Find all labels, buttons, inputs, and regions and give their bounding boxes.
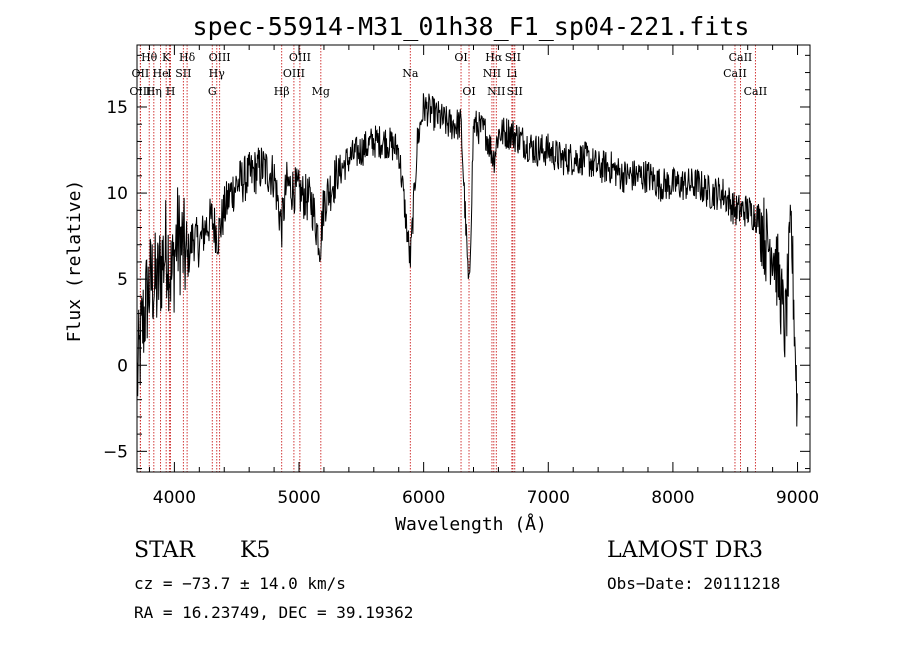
spectral-line-label: He bbox=[153, 67, 169, 80]
spectral-line-label: Hβ bbox=[274, 85, 290, 98]
spectral-line-label: Li bbox=[506, 67, 517, 80]
x-tick-label: 6000 bbox=[402, 488, 445, 508]
y-tick-label: 5 bbox=[117, 270, 128, 290]
y-tick-label: 15 bbox=[106, 98, 128, 118]
chart-title: spec-55914-M31_01h38_F1_sp04-221.fits bbox=[193, 12, 750, 41]
series-layer bbox=[136, 93, 798, 427]
spectral-line-label: Hα bbox=[485, 51, 503, 64]
y-axis-label: Flux (relative) bbox=[64, 180, 85, 343]
subclass-label: K5 bbox=[240, 538, 271, 563]
spectral-line-label: I bbox=[167, 67, 171, 80]
spectral-line-label: Hη bbox=[146, 85, 162, 98]
y-tick-label: 10 bbox=[106, 184, 128, 204]
spectral-line-label: OI bbox=[454, 51, 467, 64]
x-tick-label: 9000 bbox=[776, 488, 819, 508]
y-axis-ticks: −5 0 5 10 15 bbox=[103, 54, 810, 470]
spectral-line-label: G bbox=[208, 85, 217, 98]
spectral-line-label: CaII bbox=[744, 85, 768, 98]
spectral-line-label: NII bbox=[483, 67, 501, 80]
spectral-line-label: Hδ bbox=[179, 51, 196, 64]
x-tick-label: 8000 bbox=[651, 488, 694, 508]
spectral-line-label: OI bbox=[462, 85, 475, 98]
survey-label: LAMOST DR3 bbox=[607, 538, 763, 563]
spectral-line-label: OII bbox=[132, 67, 150, 80]
spectral-line-label: SII bbox=[507, 85, 523, 98]
spectral-line-label: SII bbox=[175, 67, 191, 80]
spectral-line-label: K bbox=[162, 51, 171, 64]
obs-date-text: Obs−Date: 20111218 bbox=[607, 574, 781, 593]
plot-frame bbox=[136, 44, 811, 473]
spectral-line-label: OIII bbox=[209, 51, 231, 64]
flux-series-line bbox=[136, 93, 798, 427]
x-tick-label: 7000 bbox=[527, 488, 570, 508]
coords-text: RA = 16.23749, DEC = 39.19362 bbox=[134, 603, 414, 622]
spectral-line-label: OIII bbox=[283, 67, 305, 80]
x-axis-label: Wavelength (Å) bbox=[395, 513, 547, 535]
x-tick-label: 5000 bbox=[277, 488, 320, 508]
spectral-line-label: CaII bbox=[729, 51, 753, 64]
spectral-lines-layer bbox=[139, 45, 756, 472]
x-tick-label: 4000 bbox=[153, 488, 196, 508]
y-tick-label: −5 bbox=[103, 442, 128, 462]
y-tick-label: 0 bbox=[117, 356, 128, 376]
spectral-line-label: Na bbox=[402, 67, 419, 80]
spectral-line-label: OIII bbox=[289, 51, 311, 64]
spectral-line-label: Hγ bbox=[209, 67, 226, 80]
spectral-line-label: CaII bbox=[723, 67, 747, 80]
spectral-line-label: Hθ bbox=[141, 51, 158, 64]
spectral-line-label: Mg bbox=[312, 85, 330, 98]
spectral-line-label: OIII bbox=[129, 85, 151, 98]
spectral-line-label: H bbox=[166, 85, 176, 98]
redshift-text: cz = −73.7 ± 14.0 km/s bbox=[134, 574, 346, 593]
x-axis-ticks: 4000 5000 6000 7000 8000 9000 bbox=[148, 45, 819, 508]
spectral-line-label: SII bbox=[505, 51, 521, 64]
class-label: STAR bbox=[134, 538, 195, 563]
spectral-line-label: NII bbox=[487, 85, 505, 98]
